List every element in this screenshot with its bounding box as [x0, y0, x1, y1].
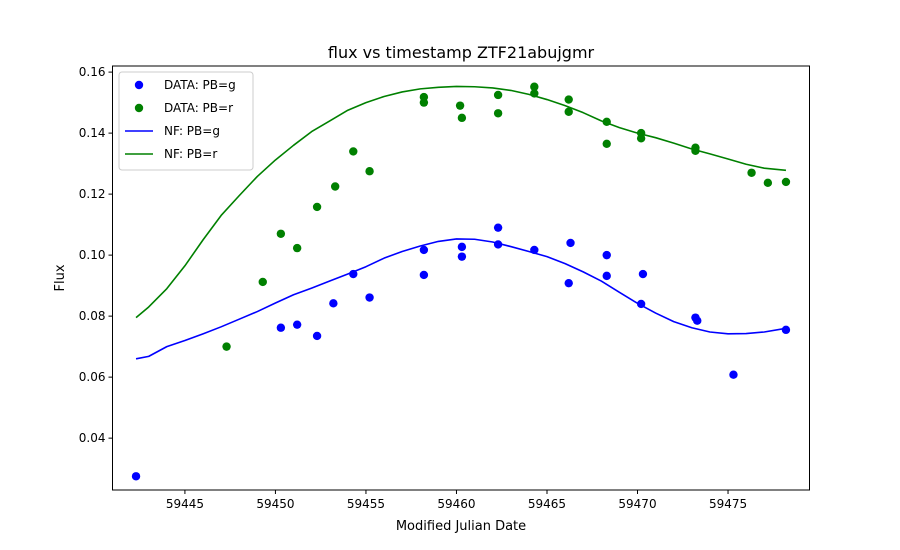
data-point [493, 223, 503, 232]
data-point [330, 182, 340, 191]
x-tick-label: 59450 [256, 497, 294, 511]
data-point [493, 90, 503, 100]
legend-marker-swatch [134, 103, 144, 113]
data-point [747, 168, 756, 177]
y-tick-label: 0.10 [79, 248, 106, 262]
data-point [419, 270, 429, 280]
data-point [365, 167, 374, 176]
y-axis-ticks: 0.04 0.06 0.08 0.10 0.12 0.14 0.16 [79, 65, 113, 445]
data-point [258, 277, 267, 287]
data-point [222, 342, 231, 351]
legend-marker-swatch [134, 80, 144, 90]
data-point [763, 178, 773, 188]
legend-entry-label: DATA: PB=r [164, 101, 233, 115]
data-point [329, 299, 338, 308]
series-line-nf-pb-g [135, 238, 787, 360]
legend-box [118, 71, 254, 171]
y-tick-label: 0.08 [79, 309, 106, 323]
data-point [312, 202, 322, 212]
series-layer [131, 82, 791, 481]
data-point [566, 238, 575, 248]
axes-frame [112, 65, 810, 491]
y-tick-label: 0.14 [79, 126, 106, 140]
data-point [729, 370, 738, 379]
chart-title: flux vs timestamp ZTF21abujgmr [328, 43, 595, 62]
data-point [455, 101, 465, 110]
y-tick-label: 0.06 [79, 370, 106, 384]
data-point [564, 107, 573, 116]
data-point [530, 82, 539, 91]
y-tick-label: 0.16 [79, 65, 106, 79]
x-tick-label: 59460 [437, 497, 475, 511]
legend: DATA: PB=g DATA: PB=r NF: PB=g NF: PB=r [118, 71, 254, 171]
data-point [349, 147, 358, 156]
data-point [276, 229, 286, 238]
series-line-nf-pb-r [135, 85, 787, 319]
y-axis-label: Flux [53, 264, 68, 291]
data-point [457, 113, 467, 123]
data-point [457, 242, 467, 252]
legend-entry-label: NF: PB=g [164, 124, 220, 138]
data-point [312, 331, 322, 341]
x-tick-label: 59445 [166, 497, 204, 511]
x-tick-label: 59475 [709, 497, 747, 511]
legend-entry-label: NF: PB=r [164, 147, 217, 161]
data-point [564, 278, 573, 288]
data-point [693, 316, 702, 325]
series-points-data-pb-g [131, 223, 791, 481]
data-point [457, 252, 467, 261]
data-point [636, 134, 646, 143]
x-tick-label: 59470 [618, 497, 656, 511]
data-point [365, 293, 374, 302]
data-point [602, 250, 611, 260]
data-point [602, 271, 611, 281]
data-point [493, 109, 503, 118]
data-point [419, 98, 429, 107]
data-point [419, 245, 429, 255]
data-point [602, 139, 611, 148]
x-axis-label: Modified Julian Date [396, 519, 526, 534]
x-tick-label: 59465 [528, 497, 566, 511]
x-axis-ticks: 59445 59450 59455 59460 59465 59470 59475 [166, 490, 747, 511]
data-point [131, 472, 141, 481]
data-point [292, 243, 302, 253]
y-tick-label: 0.04 [79, 431, 106, 445]
data-point [638, 269, 648, 279]
data-point [781, 325, 791, 335]
data-point [781, 177, 791, 187]
x-tick-label: 59455 [347, 497, 385, 511]
data-point [276, 323, 286, 332]
y-tick-label: 0.12 [79, 187, 106, 201]
data-point [564, 95, 573, 104]
legend-entry-label: DATA: PB=g [164, 78, 236, 92]
data-point [292, 320, 302, 329]
